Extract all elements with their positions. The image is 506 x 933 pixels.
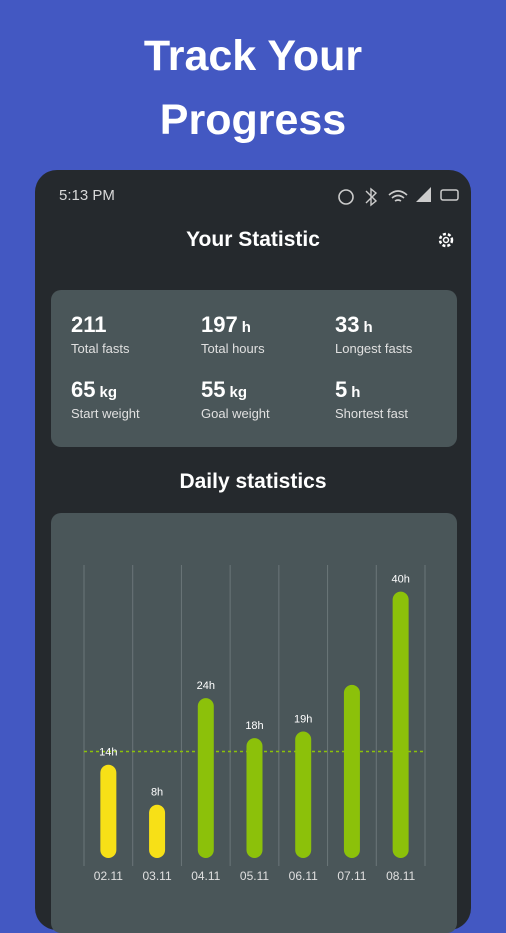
stat-value: 55	[201, 377, 226, 402]
stat-value: 33	[335, 312, 360, 337]
bar	[343, 684, 360, 858]
stat-unit: h	[241, 319, 251, 336]
bar	[392, 591, 409, 858]
value-label: 14h	[99, 747, 117, 759]
status-time: 5:13 PM	[59, 187, 115, 204]
bar	[295, 731, 312, 858]
bar	[149, 804, 166, 858]
stat-unit: kg	[229, 384, 247, 401]
stat-value-line: 33 h	[335, 312, 465, 338]
stat-label: Goal weight	[201, 406, 270, 421]
stat-value-line: 211	[71, 312, 201, 338]
screen-title: Your Statistic	[186, 228, 320, 251]
stat: 5 h Shortest fast	[335, 377, 465, 421]
stat-value-line: 65 kg	[71, 377, 201, 403]
stat-value-line: 55 kg	[201, 377, 331, 403]
value-label: 8h	[151, 787, 163, 799]
stats-card: 211 Total fasts 197 h Total hours 33 h Longest …	[51, 290, 457, 447]
bar	[246, 738, 263, 858]
stat: 211 Total fasts	[71, 312, 201, 356]
section-title: Daily statistics	[179, 470, 327, 493]
stat-label: Total fasts	[71, 341, 130, 356]
bar	[100, 764, 117, 858]
stat: 65 kg Start weight	[71, 377, 201, 421]
bar	[197, 698, 214, 858]
x-tick-label: 04.11	[191, 869, 220, 883]
stat-unit: h	[363, 319, 373, 336]
stat-value: 5	[335, 377, 348, 402]
value-label: 24h	[197, 680, 215, 692]
stat-value: 197	[201, 312, 238, 337]
stat: 197 h Total hours	[201, 312, 331, 356]
x-tick-label: 06.11	[289, 869, 318, 883]
x-tick-label: 02.11	[94, 869, 123, 883]
x-tick-label: 03.11	[143, 869, 172, 883]
value-label: 18h	[245, 720, 263, 732]
stat-unit: h	[351, 384, 361, 401]
x-tick-label: 07.11	[337, 869, 366, 883]
stat: 33 h Longest fasts	[335, 312, 465, 356]
stat-label: Longest fasts	[335, 341, 413, 356]
stat-value: 211	[71, 312, 107, 337]
chart: 14h 02.11 8h 03.11 24h 04.11 18h 05.11 19h 06.11 0…	[83, 565, 426, 883]
stat-value: 65	[71, 377, 96, 402]
chart-card	[51, 513, 457, 933]
stat-label: Shortest fast	[335, 406, 408, 421]
stat-label: Total hours	[201, 341, 265, 356]
x-tick-label: 05.11	[240, 869, 269, 883]
stat-unit: kg	[99, 384, 117, 401]
x-tick-label: 08.11	[386, 869, 415, 883]
headline: Track Your Progress	[143, 32, 363, 144]
page: Track Your Progress 5:13 PM Your Statist…	[35, 32, 471, 933]
stat-label: Start weight	[71, 406, 140, 421]
stat-value-line: 197 h	[201, 312, 331, 338]
value-label: 40h	[391, 574, 409, 586]
stat: 55 kg Goal weight	[201, 377, 331, 421]
value-label: 19h	[294, 713, 312, 725]
